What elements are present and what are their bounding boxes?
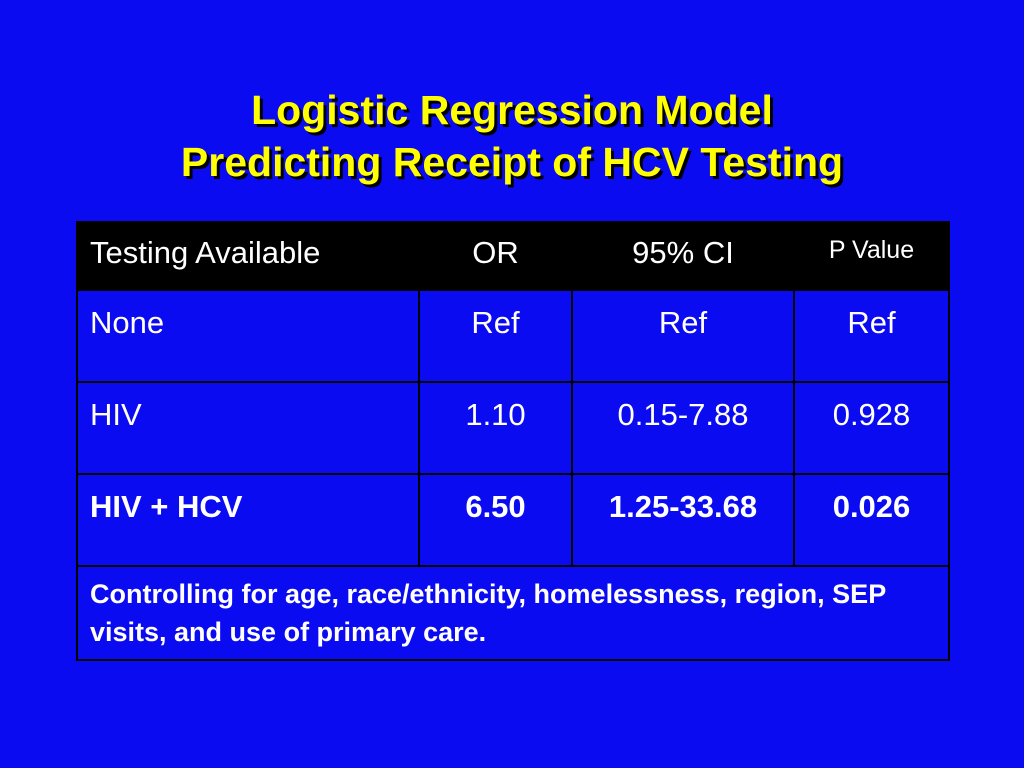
cell-p-value: Ref [793,289,950,383]
table-footnote: Controlling for age, race/ethnicity, hom… [76,565,950,661]
cell-ci: 0.15-7.88 [571,381,795,475]
header-p-value: P Value [793,221,950,291]
cell-testing: HIV + HCV [76,473,420,567]
regression-table: Testing Available OR 95% CI P Value None… [76,221,950,661]
header-testing-available: Testing Available [76,221,420,291]
table-row: HIV 1.10 0.15-7.88 0.928 [76,381,950,475]
table-header-row: Testing Available OR 95% CI P Value [76,221,950,291]
cell-or: 1.10 [418,381,573,475]
cell-testing: HIV [76,381,420,475]
cell-or: 6.50 [418,473,573,567]
header-or: OR [418,221,573,291]
slide-title: Logistic Regression Model Predicting Rec… [0,84,1024,188]
footnote-row: Controlling for age, race/ethnicity, hom… [76,565,950,661]
header-ci: 95% CI [571,221,795,291]
cell-ci: 1.25-33.68 [571,473,795,567]
table-row: HIV + HCV 6.50 1.25-33.68 0.026 [76,473,950,567]
cell-ci: Ref [571,289,795,383]
cell-p-value: 0.026 [793,473,950,567]
title-line-2: Predicting Receipt of HCV Testing [180,139,844,185]
cell-p-value: 0.928 [793,381,950,475]
cell-testing: None [76,289,420,383]
table-row: None Ref Ref Ref [76,289,950,383]
cell-or: Ref [418,289,573,383]
title-line-1: Logistic Regression Model [251,87,773,133]
